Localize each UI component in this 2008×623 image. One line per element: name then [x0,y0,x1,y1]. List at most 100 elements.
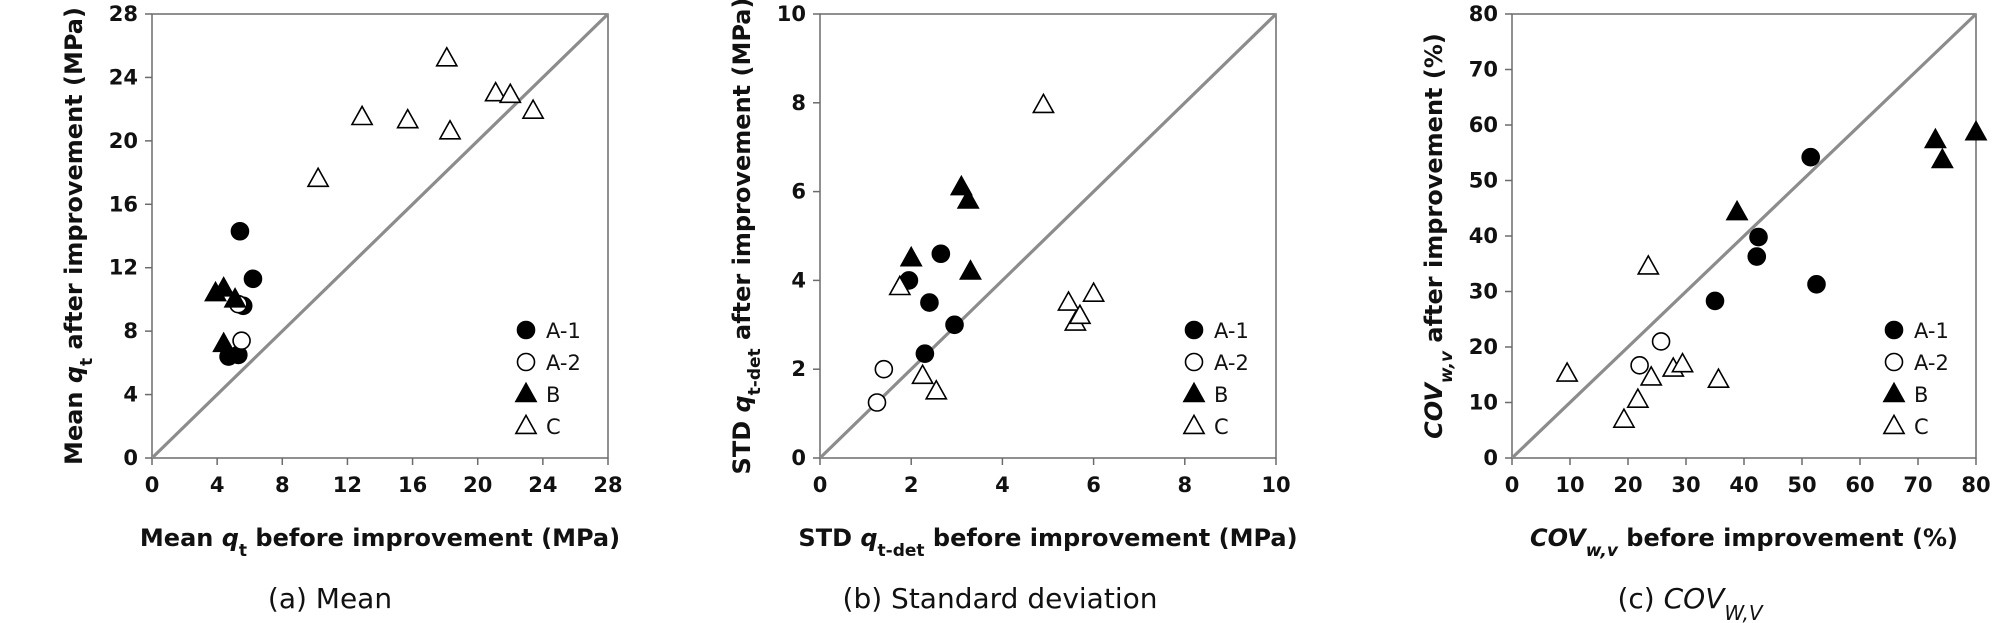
y-tick-label: 12 [109,256,138,280]
legend-marker-a-1 [1884,320,1904,340]
data-point-c [498,82,522,104]
series-a-2 [867,359,894,412]
y-tick-label: 20 [109,129,138,153]
x-tick-label: 30 [1671,473,1700,497]
data-point-a-1 [1807,274,1826,294]
x-tick-label: 24 [528,473,557,497]
data-point-b [1964,119,1988,141]
y-tick-label: 30 [1469,280,1498,304]
data-point-c [306,166,330,188]
x-tick-label: 50 [1787,473,1816,497]
y-tick-label: 20 [1469,335,1498,359]
data-point-c [1626,387,1650,408]
data-point-c [1707,367,1730,388]
data-point-b [1923,127,1947,149]
legend: A-1 A-2 BC [1882,319,1949,439]
data-point-a-2 [1651,332,1671,351]
data-point-a-2 [232,331,251,350]
data-point-a-2 [1630,356,1649,375]
plot-area-frame [819,13,1277,459]
legend-marker-a-2 [516,352,536,372]
y-tick-label: 0 [791,446,806,470]
panel-caption: (c) COVW,V [1617,582,1763,623]
x-tick-label: 20 [1613,473,1642,497]
data-point-b [223,287,247,308]
legend-marker-b [1882,381,1906,403]
data-point-b [949,174,973,196]
legend-marker-a-2 [1184,352,1204,372]
y-axis-title: Mean qt after improvement (MPa) [60,7,97,465]
x-tick-label: 10 [1261,473,1290,497]
y-tick-label: 4 [791,268,806,292]
data-point-a-1 [931,244,951,264]
data-point-c [484,81,508,102]
x-tick-label: 70 [1903,473,1932,497]
series-b [1725,119,1988,221]
data-point-a-2 [867,393,887,412]
y-axis-title: COVw,v after improvement (%) [1420,33,1457,439]
data-point-c [911,363,935,385]
data-point-c [1082,281,1106,302]
data-point-b [1725,199,1749,221]
x-tick-label: 28 [593,473,622,497]
legend-marker-a-2 [1884,352,1904,372]
x-tick-label: 40 [1729,473,1758,497]
x-tick-label: 0 [1505,473,1520,497]
x-tick-label: 4 [210,473,225,497]
data-point-a-1 [945,315,964,335]
x-tick-label: 16 [398,473,427,497]
x-tick-label: 0 [813,473,828,497]
y-tick-label: 2 [791,357,806,381]
x-tick-label: 8 [1177,473,1192,497]
data-point-c [924,379,948,400]
x-tick-label: 4 [995,473,1010,497]
y-tick-label: 50 [1469,169,1498,193]
legend-label-b: B [1914,383,1928,407]
y-tick-label: 4 [123,383,138,407]
y-tick-label: 60 [1469,113,1498,137]
y-tick-label: 0 [123,446,138,470]
data-point-c [350,104,374,126]
series-c [306,46,545,188]
series-a-1 [899,244,964,363]
data-point-c [521,98,545,119]
data-point-b [1930,147,1954,169]
data-point-b [899,245,923,267]
x-tick-label: 6 [1086,473,1101,497]
legend-marker-b [1182,381,1206,403]
chart-panel-2: 0 2 4 6 8 10 0 2 4 6 8 10 STD qt-det before improvem… [728,0,1298,615]
legend-label-a-2: A-2 [1914,351,1949,375]
y-tick-label: 8 [791,91,806,115]
data-point-a-1 [920,293,939,312]
data-point-b [959,259,982,280]
data-point-c [438,119,462,140]
legend-label-c: C [546,415,561,439]
series-b [899,174,982,280]
y-tick-label: 8 [123,319,138,343]
legend-marker-b [514,381,538,403]
series-a-1 [1705,147,1826,311]
data-point-c [1068,303,1092,325]
legend-marker-a-1 [1184,320,1204,340]
y-tick-label: 10 [1469,391,1498,415]
data-point-b [956,188,980,209]
chart-panel-1: 0 4 8 12 16 20 24 28 0 4 8 12 16 20 24 28 Mean qt before… [60,2,623,615]
panel-caption: (b) Standard deviation [843,582,1158,615]
series-a-2 [1630,332,1671,375]
data-point-a-1 [1749,227,1768,247]
data-point-c [1636,254,1660,275]
data-point-c [396,107,420,129]
x-tick-label: 60 [1845,473,1874,497]
y-tick-label: 16 [109,192,138,216]
x-axis-title: STD qt-det before improvement (MPa) [798,524,1297,561]
x-axis-title: COVw,v before improvement (%) [1530,524,1958,561]
data-point-c [1031,92,1055,114]
legend-label-a-1: A-1 [1214,319,1249,343]
equality-reference-line [818,12,1278,460]
chart-panel-3: 0 10 20 30 40 50 60 70 80 0 10 20 30 40 50 60 70 80 COVw,v… [1420,2,1991,623]
data-point-b [212,276,236,297]
panel-caption: (a) Mean [268,582,392,615]
y-tick-label: 10 [777,2,806,26]
data-point-c [1639,365,1663,386]
